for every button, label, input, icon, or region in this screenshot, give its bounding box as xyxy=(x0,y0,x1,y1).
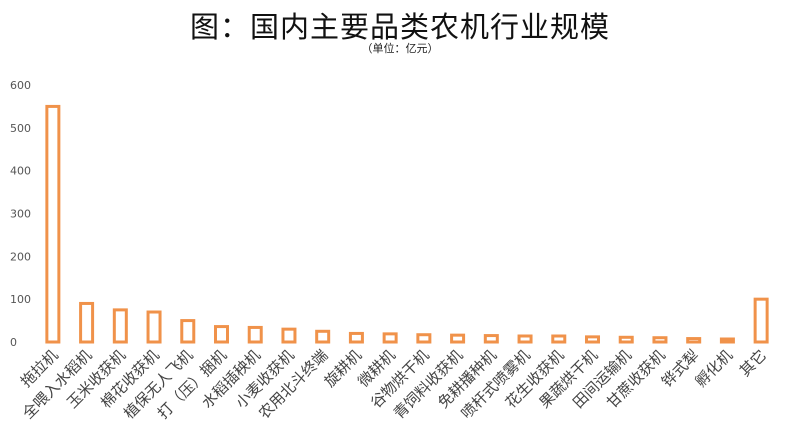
bar xyxy=(618,335,634,344)
bar xyxy=(483,334,499,344)
bar xyxy=(551,334,567,344)
y-tick-label: 0 xyxy=(10,336,17,349)
bar xyxy=(180,319,196,344)
y-tick-label: 300 xyxy=(10,208,31,221)
y-tick-label: 200 xyxy=(10,250,31,263)
y-tick-label: 600 xyxy=(10,79,31,92)
x-tick-label: 其它 xyxy=(736,346,770,380)
bar xyxy=(79,301,95,344)
bar xyxy=(652,336,668,344)
x-axis: 拖拉机全喂入水稻机玉米收获机棉花收获机植保无人飞机打（压）捆机水稻插秧机小麦收获… xyxy=(17,346,770,422)
x-tick-label: 孵化机 xyxy=(692,346,737,391)
bar xyxy=(686,337,702,344)
bar xyxy=(753,297,769,344)
bar xyxy=(450,333,466,344)
y-tick-label: 500 xyxy=(10,122,31,135)
chart-title: 图：国内主要品类农机行业规模 xyxy=(189,10,610,44)
bar xyxy=(315,329,331,344)
y-axis: 0 100 200 300 400 500 600 xyxy=(10,79,31,349)
bar xyxy=(146,310,162,344)
bar xyxy=(281,327,297,344)
bar xyxy=(416,333,432,344)
bar xyxy=(348,331,364,344)
x-tick-label: 铧式犁 xyxy=(658,346,703,391)
bar xyxy=(382,332,398,344)
bar xyxy=(45,104,61,344)
bar xyxy=(247,325,263,344)
bar xyxy=(585,335,600,344)
y-tick-label: 400 xyxy=(10,165,31,178)
bars xyxy=(45,104,769,344)
bar xyxy=(517,334,533,344)
bar xyxy=(719,337,735,344)
bar xyxy=(112,308,128,344)
chart-subtitle: （单位：亿元） xyxy=(361,42,439,55)
bar xyxy=(214,325,229,344)
x-tick-label: 旋耕机 xyxy=(321,346,366,391)
y-tick-label: 100 xyxy=(10,293,31,306)
